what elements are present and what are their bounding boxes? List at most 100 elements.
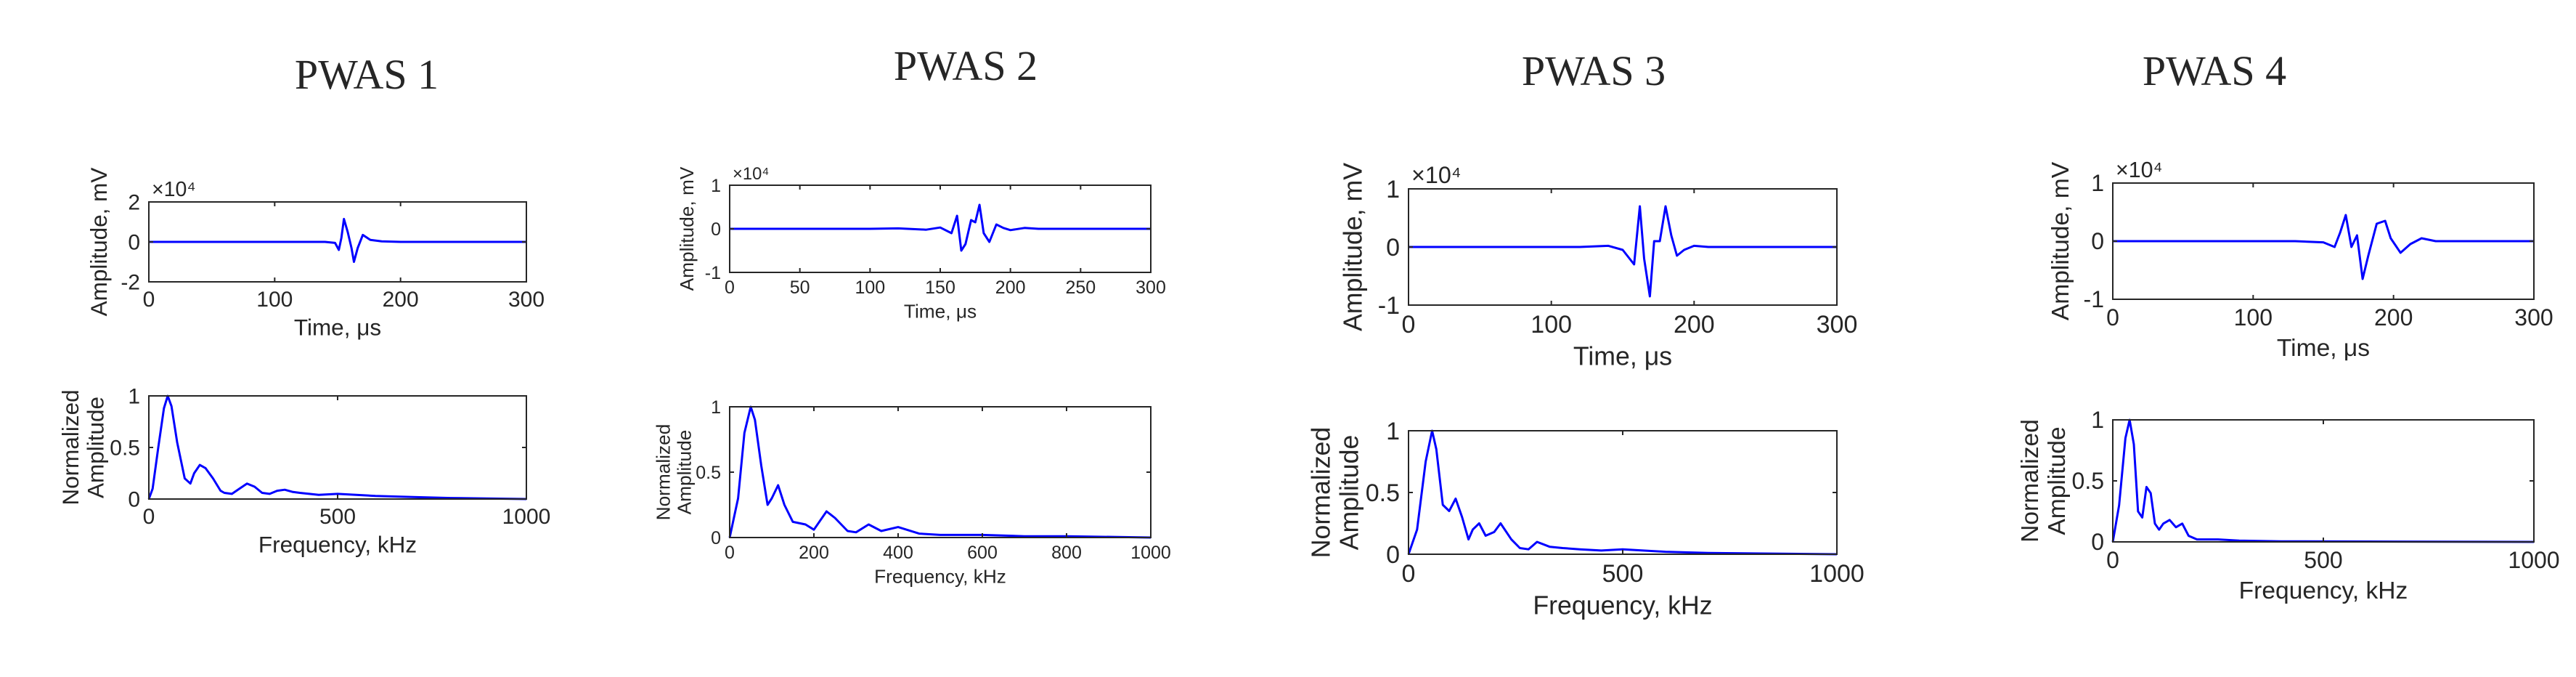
x-tick-label: 0 xyxy=(725,543,735,563)
axes-box xyxy=(2112,419,2535,543)
x-axis-label: Time, μs xyxy=(294,315,381,341)
y-tick-label: 0.5 xyxy=(1366,479,1400,507)
y-axis-label-line2: Amplitude xyxy=(83,397,109,498)
x-tick-label: 200 xyxy=(995,277,1026,298)
y-tick-label: 0 xyxy=(711,528,721,548)
spectrum-series xyxy=(1407,429,1838,556)
x-axis-label: Time, μs xyxy=(2277,335,2370,362)
y-tick-label: 0 xyxy=(2091,228,2104,254)
y-tick-label: 1 xyxy=(1386,176,1400,203)
y-tick-label: -1 xyxy=(2084,286,2104,312)
x-tick-label: 1000 xyxy=(1130,543,1171,563)
waveform-series xyxy=(730,203,1151,252)
x-axis-label: Time, μs xyxy=(904,300,977,322)
waveform-series xyxy=(2113,214,2534,280)
y-tick-label: 1 xyxy=(711,397,721,418)
axes-box xyxy=(1408,430,1838,555)
y-tick-label: 1 xyxy=(711,176,721,196)
y-axis-label: Amplitude, mV xyxy=(86,168,112,317)
panel-title: PWAS 1 xyxy=(295,51,439,98)
y-axis-label-line1: Normalized xyxy=(1306,427,1335,558)
spectrum-series xyxy=(728,405,1152,539)
y-axis-label: Amplitude, mV xyxy=(676,166,698,291)
y-axis-label-line2: Amplitude xyxy=(673,430,695,515)
x-tick-label: 100 xyxy=(1530,311,1572,338)
y-tick-label: 0 xyxy=(1386,541,1400,569)
frequency-spectrum-plot: 0 200 400 600 800 1000 0 0.5 1 Frequency, kHz Norm… xyxy=(653,397,1171,588)
y-axis-label: Amplitude, mV xyxy=(2047,161,2074,320)
x-tick-label: 0 xyxy=(1402,311,1416,338)
frequency-spectrum-plot: 0 500 1000 0 0.5 1 Frequency, kHz NormalizedAmp… xyxy=(57,385,550,558)
spectrum-series xyxy=(147,394,527,500)
exponent-label: ×10⁴ xyxy=(2116,158,2163,182)
x-tick-label: 150 xyxy=(925,277,955,298)
y-tick-label: 0 xyxy=(711,219,721,240)
y-axis-label: Amplitude, mV xyxy=(1339,163,1368,331)
x-tick-label: 300 xyxy=(508,288,545,312)
x-axis-label: Frequency, kHz xyxy=(258,532,417,558)
y-tick-label: -2 xyxy=(121,271,140,295)
panel-title: PWAS 2 xyxy=(894,42,1038,89)
y-tick-label: 1 xyxy=(2091,170,2104,196)
x-tick-label: 500 xyxy=(2304,547,2342,573)
x-tick-label: 200 xyxy=(383,288,419,312)
y-tick-label: 0.5 xyxy=(2072,468,2104,494)
x-tick-label: 1000 xyxy=(1809,560,1864,588)
y-tick-label: -1 xyxy=(1378,292,1400,320)
x-tick-label: 0 xyxy=(143,288,155,312)
y-axis-label-line2: Amplitude xyxy=(2044,426,2071,535)
panel-title: PWAS 4 xyxy=(2143,47,2286,94)
x-tick-label: 300 xyxy=(1136,277,1166,298)
x-tick-label: 400 xyxy=(883,543,913,563)
y-tick-label: 0 xyxy=(128,231,140,255)
x-tick-label: 1000 xyxy=(2508,547,2559,573)
x-tick-label: 1000 xyxy=(502,505,551,529)
axes-box xyxy=(729,406,1152,538)
x-tick-label: 0 xyxy=(725,277,735,298)
y-tick-label: 1 xyxy=(2091,407,2104,433)
x-tick-label: 300 xyxy=(1817,311,1858,338)
x-tick-label: 100 xyxy=(2234,304,2273,331)
x-axis-label: Frequency, kHz xyxy=(874,565,1006,587)
x-tick-label: 0 xyxy=(143,505,155,529)
x-tick-label: 200 xyxy=(1674,311,1715,338)
y-tick-label: 0 xyxy=(2091,529,2104,555)
x-tick-label: 250 xyxy=(1065,277,1096,298)
y-axis-label-line1: Normalized xyxy=(2017,419,2044,543)
x-axis-label: Time, μs xyxy=(1573,342,1672,371)
x-axis-label: Frequency, kHz xyxy=(2239,577,2408,604)
y-tick-label: 2 xyxy=(128,191,140,215)
y-tick-label: 0 xyxy=(1386,234,1400,262)
waveform-series xyxy=(149,217,526,263)
x-tick-label: 100 xyxy=(256,288,293,312)
axes-box xyxy=(148,395,527,500)
x-tick-label: 600 xyxy=(967,543,998,563)
x-tick-label: 500 xyxy=(1602,560,1644,588)
x-tick-label: 200 xyxy=(2374,304,2413,331)
spectrum-series xyxy=(2111,418,2535,543)
y-axis-label-line2: Amplitude xyxy=(1335,435,1364,551)
exponent-label: ×10⁴ xyxy=(1411,162,1462,188)
waveform-series xyxy=(1409,205,1837,298)
x-tick-label: 100 xyxy=(855,277,885,298)
y-axis-label-line1: Normalized xyxy=(57,389,83,505)
x-tick-label: 0 xyxy=(2106,304,2119,331)
exponent-label: ×10⁴ xyxy=(152,178,196,201)
y-tick-label: -1 xyxy=(705,263,721,283)
x-axis-label: Frequency, kHz xyxy=(1533,591,1712,620)
y-tick-label: 0.5 xyxy=(110,437,140,461)
y-tick-label: 0.5 xyxy=(696,463,721,483)
x-tick-label: 50 xyxy=(790,277,810,298)
exponent-label: ×10⁴ xyxy=(733,164,770,184)
x-tick-label: 800 xyxy=(1051,543,1082,563)
x-tick-label: 200 xyxy=(799,543,829,563)
